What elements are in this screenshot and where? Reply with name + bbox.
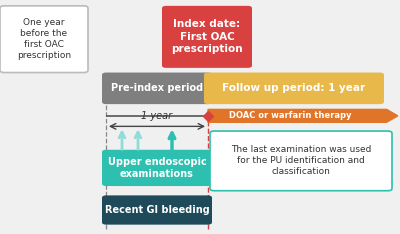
FancyArrow shape [208,110,398,122]
Text: 1 year: 1 year [142,110,172,121]
Text: Pre-index period: Pre-index period [111,83,203,93]
FancyBboxPatch shape [102,150,212,186]
FancyBboxPatch shape [102,195,212,225]
FancyBboxPatch shape [102,73,212,104]
FancyBboxPatch shape [0,6,88,73]
FancyBboxPatch shape [162,6,252,68]
FancyBboxPatch shape [204,73,384,104]
Text: Upper endoscopic
examinations: Upper endoscopic examinations [108,157,206,179]
Text: Index date:
First OAC
prescription: Index date: First OAC prescription [171,19,243,54]
Text: DOAC or warfarin therapy: DOAC or warfarin therapy [229,111,351,120]
Text: One year
before the
first OAC
prescription: One year before the first OAC prescripti… [17,18,71,60]
Text: The last examination was used
for the PU identification and
classification: The last examination was used for the PU… [231,145,371,176]
Text: Follow up period: 1 year: Follow up period: 1 year [222,83,366,93]
FancyBboxPatch shape [210,131,392,191]
Text: Recent GI bleeding: Recent GI bleeding [105,205,209,215]
